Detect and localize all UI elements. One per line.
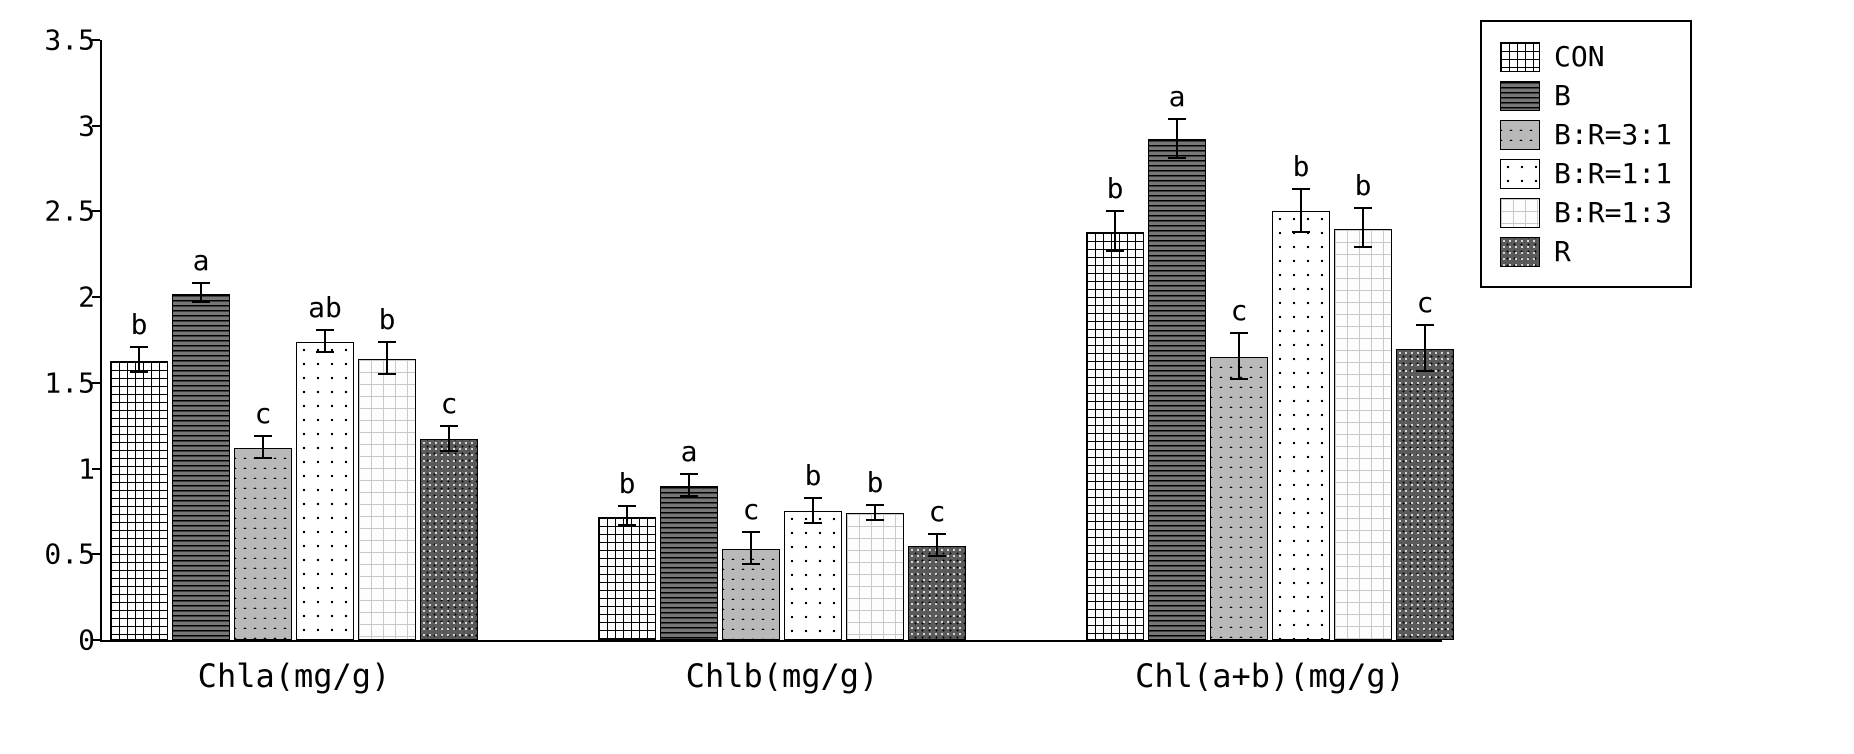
significance-label: c	[908, 495, 966, 528]
legend-swatch	[1500, 198, 1540, 228]
x-group-label: Chl(a+b)(mg/g)	[1086, 657, 1454, 695]
significance-label: a	[172, 244, 230, 277]
significance-label: b	[598, 467, 656, 500]
significance-label: c	[1210, 294, 1268, 327]
y-tick-mark	[92, 296, 100, 298]
significance-label: c	[420, 387, 478, 420]
y-tick-mark	[92, 468, 100, 470]
significance-label: b	[846, 466, 904, 499]
significance-label: b	[1334, 169, 1392, 202]
legend-item: R	[1500, 235, 1672, 268]
plot-region: bacabbcChla(mg/g)bacbbcChlb(mg/g)bacbbcC…	[100, 40, 1442, 642]
legend-swatch	[1500, 120, 1540, 150]
legend-label: CON	[1554, 40, 1605, 73]
legend-label: B	[1554, 79, 1571, 112]
legend-label: B:R=3:1	[1554, 118, 1672, 151]
legend-swatch	[1500, 42, 1540, 72]
legend-item: B:R=1:3	[1500, 196, 1672, 229]
significance-label: c	[234, 397, 292, 430]
legend-label: B:R=1:1	[1554, 157, 1672, 190]
legend-swatch	[1500, 159, 1540, 189]
x-group-label: Chla(mg/g)	[110, 657, 478, 695]
legend-swatch	[1500, 237, 1540, 267]
x-group-label: Chlb(mg/g)	[598, 657, 966, 695]
legend-item: B	[1500, 79, 1672, 112]
bar-group: bacabbcChla(mg/g)	[110, 40, 478, 640]
y-tick-mark	[92, 382, 100, 384]
significance-label: b	[110, 308, 168, 341]
legend-item: B:R=1:1	[1500, 157, 1672, 190]
significance-label: b	[1086, 172, 1144, 205]
y-tick-label: 2	[20, 281, 95, 314]
significance-label: c	[1396, 286, 1454, 319]
legend: CON B B:R=3:1 B:R=1:1 B:R=1:3 R	[1480, 20, 1692, 288]
y-tick-mark	[92, 639, 100, 641]
legend-item: CON	[1500, 40, 1672, 73]
y-tick-label: 3	[20, 109, 95, 142]
legend-label: R	[1554, 235, 1571, 268]
significance-label: a	[660, 435, 718, 468]
bar-group: bacbbcChl(a+b)(mg/g)	[1086, 40, 1454, 640]
y-tick-label: 2.5	[20, 195, 95, 228]
significance-label: c	[722, 493, 780, 526]
y-tick-mark	[92, 210, 100, 212]
y-tick-label: 1	[20, 452, 95, 485]
y-tick-label: 1.5	[20, 366, 95, 399]
y-tick-label: 0.5	[20, 538, 95, 571]
y-tick-label: 0	[20, 624, 95, 657]
significance-label: b	[358, 303, 416, 336]
y-tick-mark	[92, 125, 100, 127]
legend-label: B:R=1:3	[1554, 196, 1672, 229]
chart-container: 00.511.522.533.5 bacabbcChla(mg/g)bacbbc…	[20, 20, 1692, 720]
legend-swatch	[1500, 81, 1540, 111]
significance-label: a	[1148, 80, 1206, 113]
legend-item: B:R=3:1	[1500, 118, 1672, 151]
significance-label: ab	[296, 291, 354, 324]
y-tick-mark	[92, 39, 100, 41]
significance-label: b	[784, 459, 842, 492]
chart-area: 00.511.522.533.5 bacabbcChla(mg/g)bacbbc…	[20, 20, 1460, 720]
significance-label: b	[1272, 150, 1330, 183]
y-tick-label: 3.5	[20, 24, 95, 57]
y-tick-mark	[92, 553, 100, 555]
bar-group: bacbbcChlb(mg/g)	[598, 40, 966, 640]
